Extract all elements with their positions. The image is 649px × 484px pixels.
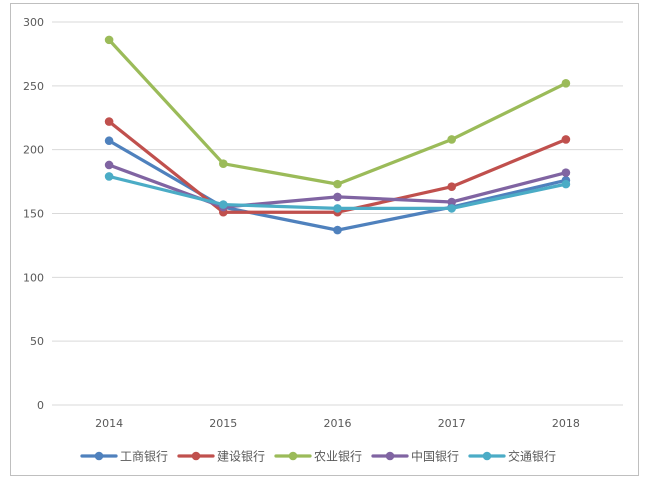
- grid-lines: [52, 21, 623, 406]
- data-point: [447, 204, 457, 213]
- legend-item: 建设银行: [177, 450, 265, 464]
- series-lines: [104, 35, 571, 235]
- data-point: [447, 197, 457, 207]
- legend-label: 建设银行: [217, 450, 265, 464]
- data-point: [333, 204, 342, 213]
- legend-marker: [288, 451, 298, 461]
- y-tick-label: 200: [23, 144, 44, 157]
- legend-marker: [385, 451, 395, 461]
- y-axis-ticks: 0 50 100 150 200 250 300: [23, 16, 44, 412]
- x-tick-label: 2017: [438, 417, 466, 430]
- data-point: [104, 136, 114, 146]
- data-point: [333, 225, 342, 235]
- legend: 工商银行 建设银行 农业银行 中国银行 交通银行: [80, 449, 556, 464]
- y-tick-label: 150: [23, 208, 44, 221]
- data-point: [333, 179, 342, 189]
- data-point: [104, 35, 114, 45]
- series-3: [104, 35, 571, 189]
- x-tick-label: 2016: [324, 417, 352, 430]
- series-2: [104, 117, 571, 217]
- y-tick-label: 0: [37, 399, 44, 412]
- x-axis-ticks: 2014 2015 2016 2017 2018: [95, 417, 580, 430]
- data-point: [561, 168, 571, 177]
- data-point: [219, 159, 228, 169]
- legend-marker: [94, 451, 104, 461]
- y-tick-label: 50: [30, 335, 44, 348]
- chart-frame: [10, 3, 639, 476]
- legend-item: 农业银行: [274, 450, 362, 464]
- data-point: [104, 117, 114, 126]
- series-5: [104, 172, 571, 213]
- legend-item: 工商银行: [80, 449, 168, 464]
- data-point: [104, 172, 114, 181]
- legend-label: 中国银行: [411, 449, 459, 464]
- data-point: [447, 135, 457, 144]
- data-point: [561, 179, 571, 189]
- x-tick-label: 2018: [552, 417, 580, 430]
- y-tick-label: 250: [23, 80, 44, 93]
- legend-label: 工商银行: [120, 449, 168, 464]
- legend-item: 交通银行: [468, 449, 556, 464]
- data-point: [104, 160, 114, 170]
- x-tick-label: 2015: [209, 417, 237, 430]
- data-point: [561, 78, 571, 88]
- y-tick-label: 100: [23, 271, 44, 284]
- legend-marker: [482, 451, 492, 461]
- y-tick-label: 300: [23, 16, 44, 29]
- legend-label: 交通银行: [508, 449, 556, 464]
- legend-item: 中国银行: [371, 449, 459, 464]
- data-point: [561, 135, 571, 144]
- legend-marker: [191, 451, 201, 461]
- data-point: [447, 182, 457, 191]
- data-point: [333, 192, 342, 202]
- series-line: [107, 38, 568, 186]
- legend-label: 农业银行: [314, 450, 362, 464]
- x-tick-label: 2014: [95, 417, 123, 430]
- data-point: [219, 200, 228, 209]
